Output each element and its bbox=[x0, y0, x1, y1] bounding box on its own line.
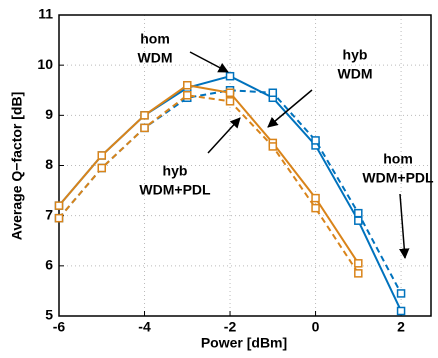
annotation-arrow bbox=[267, 89, 313, 128]
marker bbox=[140, 111, 149, 120]
marker bbox=[225, 88, 235, 98]
marker bbox=[268, 142, 278, 151]
x-tick-label: 0 bbox=[312, 319, 320, 335]
annotation: hom bbox=[140, 31, 170, 47]
marker bbox=[183, 80, 192, 90]
marker bbox=[54, 201, 64, 210]
annotation: hyb bbox=[163, 163, 188, 179]
marker bbox=[140, 123, 149, 133]
annotation: WDM+PDL bbox=[139, 182, 211, 198]
annotation-arrow bbox=[207, 117, 241, 154]
x-tick-label: -2 bbox=[224, 319, 237, 335]
y-tick-label: 5 bbox=[45, 307, 53, 323]
marker bbox=[268, 88, 278, 98]
marker bbox=[311, 193, 320, 203]
marker bbox=[97, 151, 107, 160]
marker bbox=[354, 208, 363, 218]
x-axis-label: Power [dBm] bbox=[201, 335, 287, 351]
annotation-arrow bbox=[189, 51, 229, 73]
x-tick-label: -6 bbox=[53, 319, 66, 335]
marker bbox=[54, 213, 64, 223]
plot-frame bbox=[58, 14, 432, 317]
marker bbox=[396, 289, 406, 298]
annotation: WDM+PDL bbox=[362, 170, 434, 186]
y-tick-label: 9 bbox=[45, 106, 53, 122]
annotation: WDM bbox=[338, 66, 373, 82]
marker bbox=[354, 269, 363, 278]
marker bbox=[354, 216, 363, 225]
x-tick-label: 2 bbox=[397, 319, 405, 335]
marker bbox=[354, 259, 363, 268]
marker bbox=[311, 203, 320, 213]
series-line bbox=[58, 94, 360, 274]
series-line bbox=[58, 84, 360, 264]
annotation-arrow bbox=[399, 193, 410, 260]
y-axis-label: Average Q−factor [dB] bbox=[9, 92, 25, 240]
y-tick-label: 8 bbox=[45, 156, 53, 172]
y-tick-label: 6 bbox=[45, 257, 53, 273]
marker bbox=[97, 163, 107, 173]
marker bbox=[183, 91, 192, 100]
marker bbox=[225, 97, 235, 106]
x-tick-label: -4 bbox=[138, 319, 151, 335]
annotation: WDM bbox=[138, 50, 173, 66]
marker bbox=[311, 136, 320, 145]
marker bbox=[396, 306, 406, 316]
y-tick-label: 10 bbox=[37, 56, 53, 72]
y-tick-label: 11 bbox=[38, 6, 53, 22]
annotation: hyb bbox=[343, 47, 368, 63]
marker bbox=[225, 71, 235, 81]
annotation: hom bbox=[383, 151, 413, 167]
y-tick-label: 7 bbox=[45, 206, 53, 222]
